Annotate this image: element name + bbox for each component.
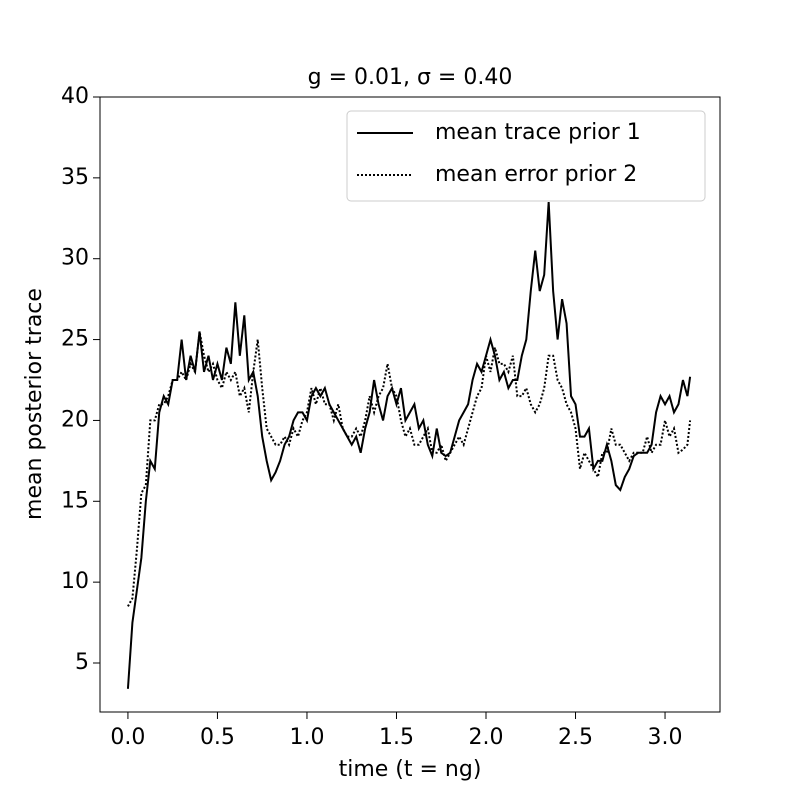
x-tick-label: 0.5 <box>200 725 235 750</box>
y-axis-label: mean posterior trace <box>22 288 47 520</box>
chart-title: g = 0.01, σ = 0.40 <box>308 65 513 90</box>
y-tick-label: 10 <box>61 569 89 594</box>
y-tick-label: 35 <box>61 165 89 190</box>
legend-label: mean trace prior 1 <box>435 120 641 145</box>
x-axis-label: time (t = ng) <box>339 757 482 782</box>
x-tick-label: 1.0 <box>289 725 324 750</box>
x-tick-label: 1.5 <box>379 725 414 750</box>
y-tick-label: 5 <box>75 650 89 675</box>
x-tick-label: 2.5 <box>558 725 593 750</box>
series-line <box>126 202 692 689</box>
plot-frame <box>99 96 721 713</box>
y-tick-label: 30 <box>61 246 89 271</box>
y-tick-label: 40 <box>61 84 89 109</box>
y-tick-label: 15 <box>61 488 89 513</box>
series-line <box>127 331 692 607</box>
y-tick-label: 25 <box>61 327 89 352</box>
x-tick-label: 0.0 <box>110 725 145 750</box>
x-tick-label: 3.0 <box>648 725 683 750</box>
legend-label: mean error prior 2 <box>435 162 637 187</box>
x-tick-label: 2.0 <box>469 725 504 750</box>
y-tick-label: 20 <box>61 407 89 432</box>
legend-box <box>346 110 706 202</box>
